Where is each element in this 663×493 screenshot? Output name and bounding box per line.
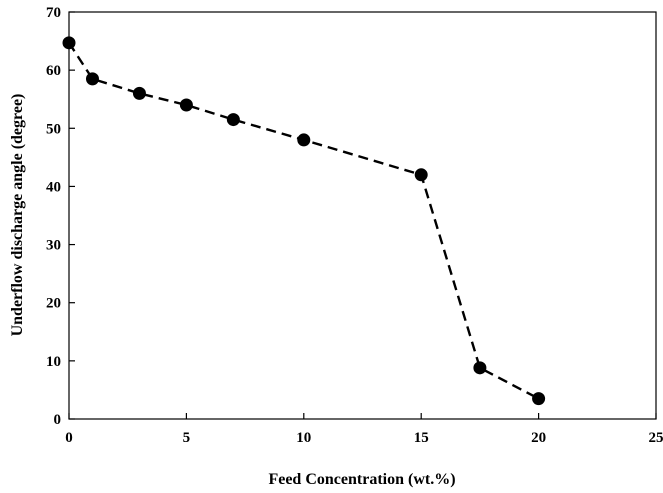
y-tick-label: 0: [54, 412, 62, 428]
y-tick-label: 20: [46, 296, 61, 312]
x-tick-label: 5: [183, 430, 191, 446]
series-layer: [62, 36, 546, 406]
data-point: [132, 86, 146, 100]
data-point: [414, 168, 428, 182]
y-tick-label: 60: [46, 63, 61, 79]
y-tick-label: 30: [46, 238, 61, 254]
y-axis-ticks: 0 10 20 30 40 50 60 70: [46, 5, 75, 428]
series-line: [67, 42, 540, 400]
x-tick-label: 10: [296, 430, 311, 446]
plot-area: [68, 11, 657, 420]
data-point: [62, 36, 76, 50]
x-tick-label: 15: [414, 430, 429, 446]
x-axis-ticks: 0 5 10 15 20 25: [65, 413, 663, 446]
y-tick-label: 50: [46, 121, 61, 137]
y-axis-title: Underflow discharge angle (degree): [9, 94, 26, 337]
data-point: [473, 361, 487, 375]
x-tick-label: 20: [531, 430, 546, 446]
y-tick-label: 70: [46, 5, 61, 21]
data-point: [85, 72, 99, 86]
x-axis-title: Feed Concentration (wt.%): [268, 471, 455, 488]
data-point: [297, 133, 311, 147]
x-tick-label: 25: [649, 430, 663, 446]
y-tick-label: 10: [46, 354, 61, 370]
data-point: [532, 392, 546, 406]
y-tick-label: 40: [46, 179, 61, 195]
data-point: [226, 113, 240, 127]
data-point: [179, 98, 193, 112]
x-tick-label: 0: [65, 430, 73, 446]
